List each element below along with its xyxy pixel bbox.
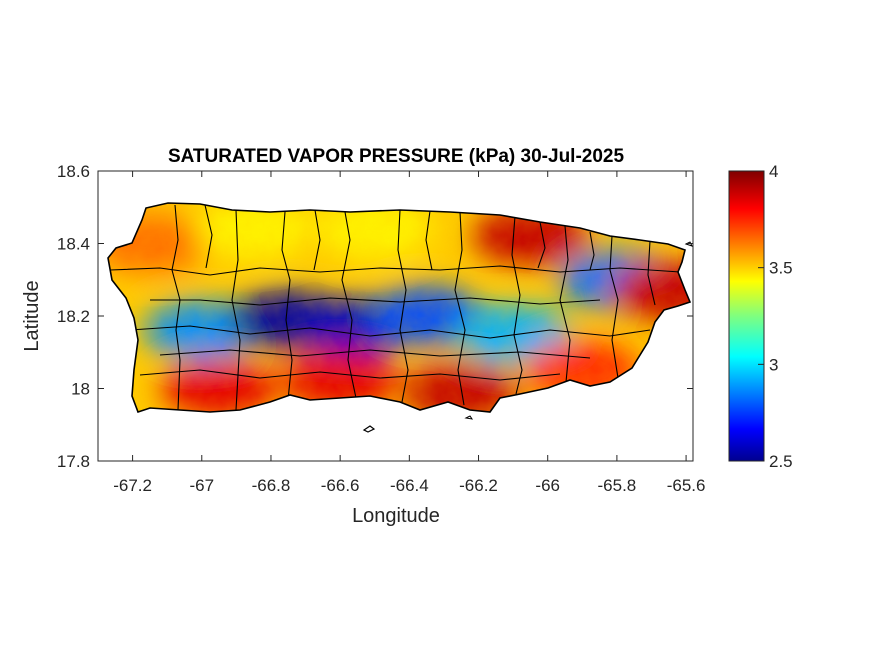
- municipality-borders: [109, 204, 681, 411]
- y-tick-label: 18: [71, 380, 90, 399]
- x-tick-label: -66.6: [321, 476, 360, 495]
- x-axis-ticks: -67.2 -67 -66.8 -66.6 -66.4 -66.2 -66 -65.8 -65.…: [113, 171, 705, 495]
- colorbar-ticks: 2.5 3 3.5 4: [758, 162, 793, 471]
- y-axis-ticks: 17.8 18 18.2 18.4 18.6: [57, 162, 693, 471]
- colorbar: [728, 170, 765, 462]
- colorbar-tick-label: 2.5: [769, 452, 793, 471]
- x-tick-label: -66.2: [459, 476, 498, 495]
- caja-de-muertos-island: [362, 425, 376, 433]
- y-axis-label: Latitude: [21, 280, 43, 351]
- x-tick-label: -66.4: [390, 476, 429, 495]
- small-cay: [464, 415, 474, 420]
- colorbar-tick-label: 4: [769, 162, 778, 181]
- x-axis-label: Longitude: [352, 505, 440, 527]
- colorbar-tick-label: 3: [769, 355, 778, 374]
- y-tick-label: 18.4: [57, 235, 90, 254]
- y-tick-label: 18.2: [57, 307, 90, 326]
- y-tick-label: 17.8: [57, 452, 90, 471]
- x-tick-label: -67: [189, 476, 214, 495]
- colorbar-tick-label: 3.5: [769, 259, 793, 278]
- x-tick-label: -67.2: [113, 476, 152, 495]
- x-tick-label: -65.6: [667, 476, 706, 495]
- x-tick-label: -66.8: [252, 476, 291, 495]
- x-tick-label: -66: [535, 476, 560, 495]
- y-tick-label: 18.6: [57, 162, 90, 181]
- map-title: SATURATED VAPOR PRESSURE (kPa) 30-Jul-20…: [168, 146, 625, 167]
- x-tick-label: -65.8: [598, 476, 637, 495]
